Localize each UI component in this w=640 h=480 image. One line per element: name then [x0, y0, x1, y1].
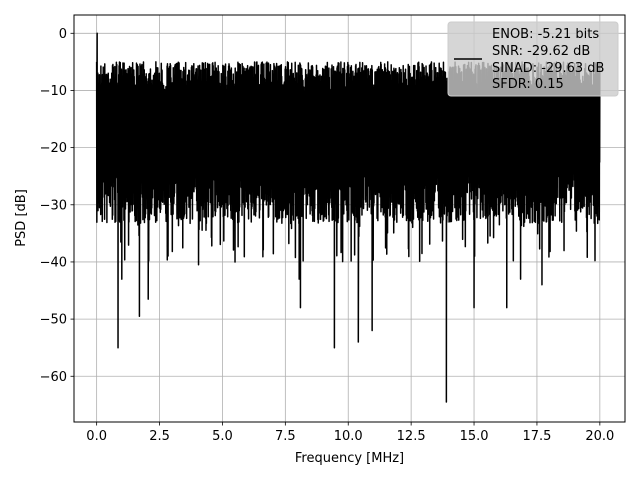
legend: ENOB: -5.21 bits SNR: -29.62 dB SINAD: -…	[447, 21, 619, 97]
x-tick-label: 17.5	[522, 429, 551, 444]
y-tick-label: −30	[40, 198, 67, 213]
x-axis-label: Frequency [MHz]	[295, 451, 404, 466]
x-tick-label: 20.0	[585, 429, 614, 444]
x-tick-label: 12.5	[397, 429, 426, 444]
x-tick-label: 5.0	[212, 429, 233, 444]
legend-line-snr: SNR: -29.62 dB	[492, 44, 590, 59]
y-tick-label: −10	[40, 84, 67, 99]
x-tick-label: 0.0	[86, 429, 107, 444]
legend-line-enob: ENOB: -5.21 bits	[492, 27, 599, 42]
y-axis-label: PSD [dB]	[14, 189, 29, 247]
y-tick-label: −20	[40, 141, 67, 156]
legend-box	[447, 21, 619, 97]
legend-line-sinad: SINAD: -29.63 dB	[492, 61, 604, 76]
legend-line-sfdr: SFDR: 0.15	[492, 77, 564, 92]
y-axis-ticks: 0 −10 −20 −30 −40 −50 −60	[40, 27, 74, 385]
x-tick-label: 15.0	[460, 429, 489, 444]
y-tick-label: 0	[59, 27, 67, 42]
x-tick-label: 2.5	[149, 429, 170, 444]
y-tick-label: −60	[40, 370, 67, 385]
x-tick-label: 7.5	[275, 429, 296, 444]
y-tick-label: −50	[40, 313, 67, 328]
plot-frame	[73, 14, 626, 423]
y-tick-label: −40	[40, 255, 67, 270]
x-axis-ticks: 0.0 2.5 5.0 7.5 10.0 12.5 15.0 17.5 20.0	[86, 422, 614, 444]
x-tick-label: 10.0	[334, 429, 363, 444]
